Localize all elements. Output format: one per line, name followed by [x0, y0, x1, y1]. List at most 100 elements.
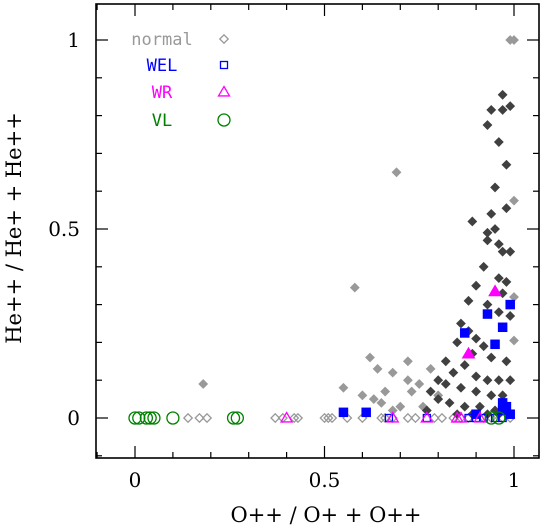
vl-point	[484, 411, 498, 425]
dark-point	[501, 159, 512, 170]
x-axis-label: O++ / O+ + O++	[231, 503, 422, 527]
axis-ticks	[96, 4, 539, 458]
x-tick-label: 1	[508, 468, 521, 492]
normal-point	[365, 352, 375, 363]
wr-point	[488, 284, 502, 297]
dark-point	[459, 401, 470, 412]
normal-point	[319, 412, 330, 424]
normal-point	[323, 412, 334, 424]
dark-point	[471, 386, 482, 397]
normal-point	[414, 379, 425, 389]
legend-marker-normal	[218, 33, 230, 45]
dark-point	[478, 261, 489, 272]
normal-point	[194, 412, 205, 424]
wel-point	[338, 407, 349, 418]
y-tick-label: 0	[67, 406, 80, 430]
normal-point	[410, 412, 421, 424]
legend-label-wr: WR	[152, 83, 173, 103]
normal-point	[368, 394, 379, 405]
normal-point	[380, 412, 391, 424]
vl-point	[230, 411, 244, 425]
dark-point	[456, 318, 466, 329]
legend-marker-wel	[219, 60, 229, 70]
dark-point	[467, 216, 478, 227]
normal-point	[349, 282, 360, 293]
dark-point	[493, 375, 504, 386]
dark-point	[433, 375, 444, 386]
wr-point	[386, 411, 400, 423]
dark-point	[482, 120, 493, 130]
normal-point	[198, 379, 209, 389]
normal-point	[270, 412, 281, 424]
normal-point	[380, 386, 391, 397]
dark-point	[501, 277, 512, 287]
dark-point	[433, 394, 444, 405]
normal-point	[201, 412, 213, 424]
wel-point	[482, 309, 493, 319]
dark-point	[456, 382, 466, 393]
dark-point	[471, 371, 482, 382]
normal-point	[292, 412, 304, 424]
wr-point	[420, 411, 434, 423]
vl-point	[139, 411, 154, 425]
legend-marker-vl	[217, 113, 231, 127]
legend-label-vl: VL	[152, 111, 172, 131]
dark-point	[482, 299, 493, 310]
dark-point	[486, 352, 497, 363]
dark-point	[497, 105, 508, 115]
normal-point	[326, 412, 338, 424]
normal-point	[509, 335, 519, 346]
normal-point	[429, 412, 440, 424]
dark-point	[486, 208, 497, 219]
dark-point	[497, 246, 508, 257]
dark-point	[505, 375, 516, 386]
dark-point	[463, 295, 474, 306]
legend-label-normal: normal	[131, 30, 192, 50]
dark-point	[501, 356, 512, 367]
dark-point	[505, 246, 516, 257]
wel-point	[361, 407, 371, 418]
wel-point	[459, 328, 470, 338]
wr-point	[461, 346, 476, 359]
wr-point	[279, 411, 294, 423]
dark-point	[440, 379, 451, 389]
normal-point	[376, 397, 387, 408]
vl-point	[492, 411, 506, 425]
dark-point	[425, 386, 436, 397]
wel-point	[498, 413, 507, 423]
normal-point	[425, 363, 436, 374]
y-tick-label: 1	[67, 28, 80, 52]
dark-point	[497, 89, 508, 100]
dark-point	[482, 375, 493, 386]
normal-point	[436, 412, 448, 424]
dark-point	[459, 360, 470, 370]
dark-point	[505, 101, 516, 112]
normal-point	[391, 167, 402, 178]
dark-point	[493, 137, 504, 147]
normal-point	[357, 390, 368, 401]
dark-point	[478, 341, 489, 352]
axis-tick-labels: 0 0.5 1 0 0.5 1	[48, 28, 520, 492]
y-tick-label: 0.5	[48, 217, 80, 241]
normal-point	[402, 375, 413, 386]
normal-point	[372, 363, 383, 374]
dark-point	[448, 367, 459, 378]
wel-point	[505, 409, 515, 419]
normal-point	[509, 195, 519, 206]
dark-point	[490, 182, 500, 193]
dark-point	[444, 397, 455, 408]
x-tick-label: 0.5	[309, 468, 341, 492]
x-tick-label: 0	[129, 468, 142, 492]
wel-point	[497, 322, 508, 333]
dark-point	[493, 239, 504, 250]
dark-point	[490, 224, 500, 234]
vl-point	[226, 411, 241, 425]
normal-point	[338, 382, 349, 393]
y-axis-label: He++ / He+ + He++	[2, 112, 26, 344]
normal-point	[406, 386, 417, 397]
wel-point	[505, 299, 515, 310]
dark-point	[493, 273, 504, 284]
dark-point	[440, 356, 451, 367]
dark-point	[471, 333, 482, 344]
